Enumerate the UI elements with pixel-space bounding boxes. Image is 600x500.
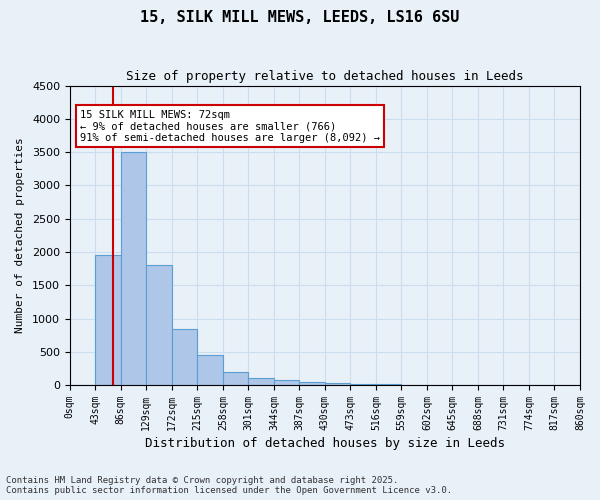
Bar bbox=[146, 266, 172, 385]
Bar bbox=[376, 384, 401, 385]
Text: 15, SILK MILL MEWS, LEEDS, LS16 6SU: 15, SILK MILL MEWS, LEEDS, LS16 6SU bbox=[140, 10, 460, 25]
Title: Size of property relative to detached houses in Leeds: Size of property relative to detached ho… bbox=[126, 70, 524, 83]
Y-axis label: Number of detached properties: Number of detached properties bbox=[15, 138, 25, 333]
Bar bbox=[325, 383, 350, 385]
Bar bbox=[121, 152, 146, 385]
Bar bbox=[95, 256, 121, 385]
Bar bbox=[401, 384, 427, 385]
Bar bbox=[350, 384, 376, 385]
Bar bbox=[172, 328, 197, 385]
Bar bbox=[248, 378, 274, 385]
Bar bbox=[299, 382, 325, 385]
Text: Contains HM Land Registry data © Crown copyright and database right 2025.
Contai: Contains HM Land Registry data © Crown c… bbox=[6, 476, 452, 495]
Bar bbox=[274, 380, 299, 385]
X-axis label: Distribution of detached houses by size in Leeds: Distribution of detached houses by size … bbox=[145, 437, 505, 450]
Bar bbox=[197, 355, 223, 385]
Text: 15 SILK MILL MEWS: 72sqm
← 9% of detached houses are smaller (766)
91% of semi-d: 15 SILK MILL MEWS: 72sqm ← 9% of detache… bbox=[80, 110, 380, 142]
Bar bbox=[223, 372, 248, 385]
